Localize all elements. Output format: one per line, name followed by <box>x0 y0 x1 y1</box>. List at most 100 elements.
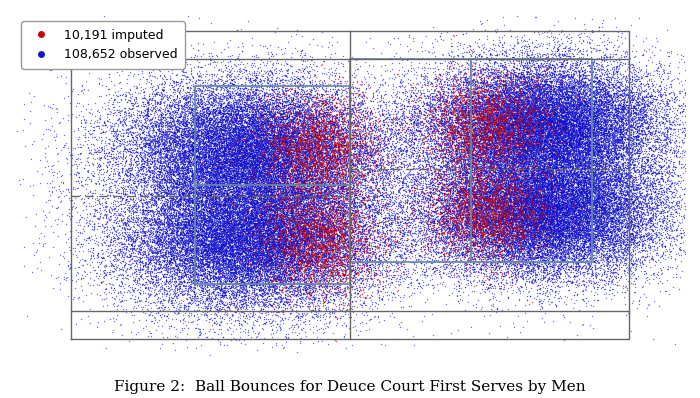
Point <box>575 97 586 103</box>
Point <box>494 105 505 112</box>
Point <box>92 250 104 256</box>
Point <box>267 256 278 262</box>
Point <box>468 150 479 156</box>
Point <box>568 216 579 222</box>
Point <box>511 176 522 182</box>
Point <box>427 242 438 248</box>
Point <box>509 107 520 113</box>
Point <box>566 176 577 183</box>
Point <box>351 121 362 127</box>
Point <box>301 109 312 115</box>
Point <box>274 168 285 174</box>
Point <box>556 127 568 133</box>
Point <box>237 235 248 241</box>
Point <box>541 194 552 201</box>
Point <box>258 115 269 121</box>
Point <box>536 208 547 214</box>
Point <box>227 212 238 219</box>
Point <box>281 109 292 115</box>
Point <box>552 99 564 105</box>
Point <box>469 197 480 203</box>
Point <box>127 239 139 245</box>
Point <box>328 224 339 231</box>
Point <box>618 167 629 173</box>
Point <box>513 135 524 141</box>
Point <box>438 181 449 187</box>
Point <box>497 121 508 128</box>
Point <box>304 151 316 158</box>
Point <box>113 235 125 242</box>
Point <box>544 254 555 261</box>
Point <box>402 114 414 121</box>
Point <box>428 189 440 195</box>
Point <box>314 267 326 273</box>
Point <box>214 260 225 266</box>
Point <box>152 195 163 202</box>
Point <box>213 177 224 183</box>
Point <box>507 185 518 191</box>
Point <box>222 218 233 224</box>
Point <box>568 122 580 129</box>
Point <box>309 126 321 133</box>
Point <box>239 192 250 199</box>
Point <box>141 264 152 270</box>
Point <box>285 205 296 211</box>
Point <box>477 147 488 153</box>
Point <box>560 195 571 201</box>
Point <box>552 224 564 230</box>
Point <box>218 197 230 203</box>
Point <box>139 246 150 252</box>
Point <box>282 108 293 115</box>
Point <box>504 131 515 137</box>
Point <box>269 202 280 208</box>
Point <box>216 168 227 174</box>
Point <box>266 205 277 211</box>
Point <box>77 113 88 119</box>
Point <box>466 88 477 94</box>
Point <box>683 111 694 117</box>
Point <box>426 137 438 143</box>
Point <box>491 94 502 100</box>
Point <box>456 92 467 98</box>
Point <box>500 133 511 140</box>
Point <box>564 88 575 94</box>
Point <box>500 224 511 231</box>
Point <box>220 230 232 236</box>
Point <box>563 179 574 185</box>
Point <box>239 229 251 236</box>
Point <box>253 221 265 228</box>
Point <box>299 276 310 283</box>
Point <box>229 156 240 162</box>
Point <box>249 243 260 250</box>
Point <box>187 236 198 242</box>
Point <box>505 98 516 104</box>
Point <box>272 151 284 157</box>
Point <box>538 51 549 57</box>
Point <box>190 252 201 259</box>
Point <box>262 192 274 199</box>
Point <box>272 131 283 138</box>
Point <box>294 218 305 224</box>
Point <box>530 200 541 207</box>
Point <box>172 202 183 209</box>
Point <box>389 176 400 182</box>
Point <box>155 103 166 110</box>
Point <box>265 206 276 212</box>
Point <box>221 192 232 198</box>
Point <box>220 90 231 96</box>
Point <box>205 190 216 197</box>
Point <box>559 256 570 263</box>
Point <box>530 146 541 152</box>
Point <box>570 213 582 220</box>
Point <box>342 139 353 145</box>
Point <box>339 234 350 240</box>
Point <box>307 130 318 136</box>
Point <box>519 196 530 203</box>
Point <box>578 115 589 121</box>
Point <box>563 172 574 179</box>
Point <box>184 189 195 196</box>
Point <box>247 285 258 291</box>
Point <box>251 158 262 164</box>
Point <box>584 184 596 190</box>
Point <box>503 181 514 188</box>
